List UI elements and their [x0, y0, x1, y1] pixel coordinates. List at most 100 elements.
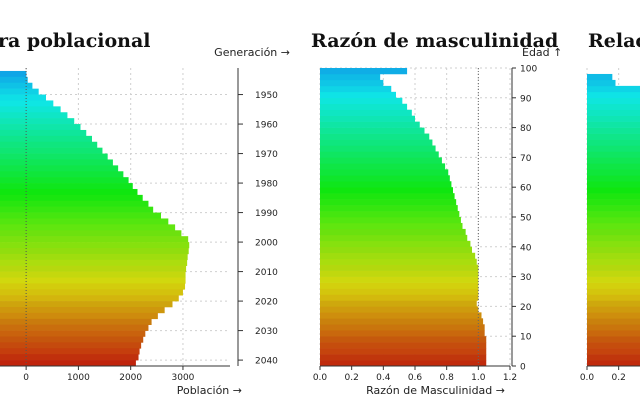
relation-bar [587, 139, 640, 146]
pyramid-y-tick-label: 1950 [255, 91, 278, 101]
pyramid-bar [0, 188, 138, 196]
pyramid-bar [0, 135, 92, 143]
pyramid-bar [0, 360, 136, 367]
pyramid-bar [0, 253, 188, 261]
pyramid-bar [0, 283, 186, 290]
pyramid-bar [0, 70, 27, 78]
relation-bar [587, 127, 640, 134]
pyramid-y-tick-label: 1990 [255, 209, 278, 219]
relation-bar [587, 318, 640, 325]
pyramid-bar [0, 200, 149, 207]
relation-bar [587, 121, 640, 128]
relation-bar [587, 246, 640, 254]
pyramid-x-label: Población → [177, 384, 242, 397]
ratio-bar [320, 288, 479, 295]
pyramid-bar [0, 76, 28, 84]
relation-bar [587, 217, 640, 224]
ratio-bar [320, 222, 463, 230]
relation-bar [587, 151, 640, 158]
ratio-y-tick-label: 60 [520, 184, 532, 194]
ratio-bar [320, 324, 485, 331]
pyramid-bar [0, 224, 176, 231]
relation-bar [587, 348, 640, 355]
relation-x-tick-label: 0.2 [612, 373, 626, 383]
ratio-bar [320, 103, 408, 111]
ratio-bar [320, 205, 458, 212]
ratio-bar [320, 199, 457, 206]
relation-bar [587, 109, 640, 116]
pyramid-bar [0, 236, 189, 243]
pyramid-bar [0, 330, 146, 337]
ratio-y-tick-label: 80 [520, 124, 532, 134]
ratio-title: Razón de masculinidad [311, 30, 559, 52]
pyramid-x-tick-label: 0 [23, 373, 29, 383]
ratio-y-tick-label: 40 [520, 243, 532, 253]
pyramid-bar [0, 147, 103, 154]
ratio-bar [320, 151, 439, 158]
ratio-bar [320, 342, 487, 349]
ratio-bar [320, 133, 430, 140]
ratio-bar [320, 258, 477, 265]
relation-bar [587, 258, 640, 265]
ratio-bar [320, 91, 396, 99]
ratio-x-tick-label: 0.0 [313, 373, 328, 383]
ratio-bar [320, 211, 460, 218]
pyramid-bar [0, 212, 162, 219]
pyramid-y-tick-label: 2030 [255, 327, 278, 337]
ratio-y-tick-label: 0 [520, 363, 526, 373]
ratio-bar [320, 306, 479, 313]
ratio-x-tick-label: 0.4 [376, 373, 391, 383]
ratio-bar [320, 163, 446, 170]
ratio-bar [320, 336, 487, 343]
pyramid-x-tick-label: 1000 [67, 373, 90, 383]
ratio-x-tick-label: 1.2 [503, 373, 517, 383]
ratio-bar [320, 300, 477, 307]
ratio-bar [320, 252, 476, 260]
pyramid-bar [0, 271, 186, 278]
relation-bar [587, 79, 616, 87]
ratio-bar [320, 115, 415, 122]
pyramid-y-tick-label: 1970 [255, 150, 278, 160]
pyramid-bar [0, 277, 186, 284]
ratio-bar [320, 79, 384, 87]
pyramid-bar [0, 336, 144, 343]
pyramid-bar [0, 206, 154, 213]
ratio-bar [320, 264, 479, 271]
relation-bar [587, 175, 640, 182]
pyramid-bar [0, 106, 61, 113]
relation-title: Relac [588, 30, 640, 52]
relation-bar [587, 306, 640, 313]
ratio-bar [320, 228, 466, 236]
pyramid-y-tick-label: 2010 [255, 268, 278, 278]
relation-bar [587, 282, 640, 289]
pyramid-x-tick-label: 3000 [172, 373, 195, 383]
pyramid-bar [0, 112, 68, 119]
ratio-bar [320, 282, 479, 289]
pyramid-bar [0, 218, 169, 225]
ratio-bar [320, 246, 472, 254]
ratio-bar [320, 360, 487, 367]
ratio-y-tick-label: 90 [520, 94, 532, 104]
relation-bar [587, 312, 640, 319]
pyramid-bar [0, 306, 165, 314]
pyramid-bar [0, 348, 140, 355]
relation-bar [587, 222, 640, 230]
ratio-bar [320, 157, 442, 164]
ratio-x-tick-label: 1.0 [471, 373, 486, 383]
ratio-x-label: Razón de Masculinidad → [366, 384, 505, 397]
relation-bar [587, 234, 640, 242]
pyramid-y-label: Generación → [214, 46, 290, 59]
relation-bar [587, 240, 640, 248]
ratio-bar [320, 73, 381, 81]
ratio-bar [320, 193, 455, 200]
pyramid-chart: 1950 1960 1970 1980 1990 2000 2010 2020 2030 2040… [0, 46, 290, 397]
ratio-bar [320, 169, 449, 176]
relation-bar [587, 211, 640, 218]
pyramid-bar [0, 342, 142, 349]
ratio-y-label: Edad ↑ [522, 46, 562, 59]
relation-bar [587, 330, 640, 337]
pyramid-bar [0, 118, 75, 125]
pyramid-title: ra poblacional [0, 30, 151, 52]
ratio-x-tick-label: 0.6 [408, 373, 423, 383]
